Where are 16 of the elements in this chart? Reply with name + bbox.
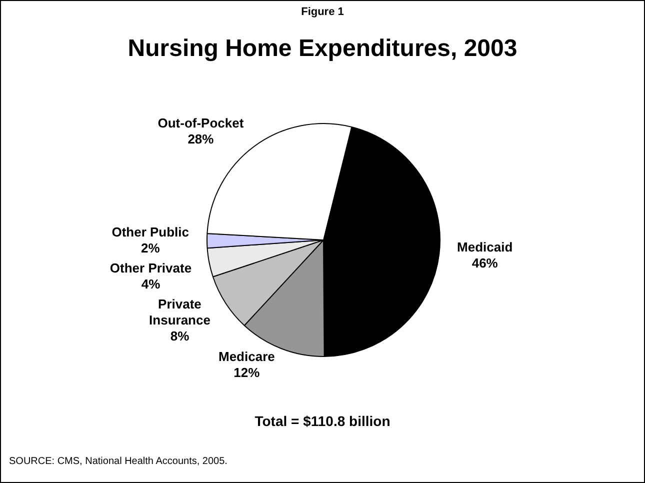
slice-label: Other Public — [112, 224, 190, 240]
data-label: 2% — [140, 240, 160, 256]
data-label: 8% — [170, 328, 190, 344]
chart-title: Nursing Home Expenditures, 2003 — [126, 35, 518, 63]
slice-label: Out-of-Pocket — [158, 115, 244, 130]
source-note: SOURCE: CMS, National Health Accounts, 2005. — [9, 456, 228, 467]
data-label: 28% — [188, 131, 214, 146]
slice-label: Private Insurance — [149, 296, 210, 328]
slice-label: Medicaid — [457, 240, 513, 255]
data-label: 12% — [234, 364, 260, 380]
text: Total = $110.8 billion — [254, 413, 392, 429]
data-label: 4% — [141, 276, 161, 292]
slice-label: Medicare — [218, 348, 275, 364]
chart-subtitle: Figure 1 — [300, 6, 345, 18]
data-label: 46% — [472, 256, 498, 271]
slice-label: Other Private — [110, 260, 192, 276]
